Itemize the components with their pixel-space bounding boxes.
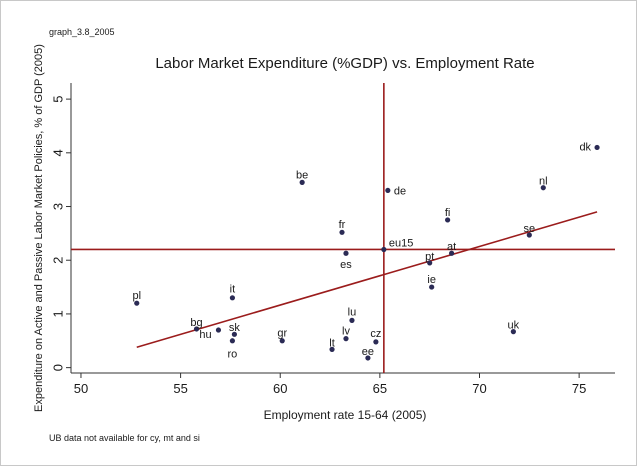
x-tick-label: 70 — [472, 381, 486, 396]
y-tick-label: 1 — [50, 310, 65, 317]
y-tick-label: 2 — [50, 257, 65, 264]
data-point-lu[interactable] — [349, 317, 355, 323]
point-label-ee: ee — [362, 346, 374, 358]
point-label-bg: bg — [190, 317, 202, 329]
point-label-fi: fi — [445, 207, 451, 219]
point-label-se: se — [524, 223, 536, 235]
data-point-at[interactable] — [449, 250, 455, 256]
point-label-de: de — [394, 185, 406, 197]
point-label-lt: lt — [329, 337, 335, 349]
data-point-sk[interactable] — [231, 331, 237, 337]
point-label-ie: ie — [427, 274, 436, 286]
data-point-nl[interactable] — [540, 185, 546, 191]
point-label-ro: ro — [228, 349, 238, 361]
data-point-bg[interactable] — [193, 326, 200, 332]
x-tick-label: 50 — [74, 381, 88, 396]
point-label-fr: fr — [339, 219, 346, 231]
fit-line — [136, 211, 598, 348]
data-point-gr[interactable] — [279, 338, 285, 344]
point-label-nl: nl — [539, 176, 548, 188]
data-point-ie[interactable] — [429, 284, 435, 290]
data-point-de[interactable] — [385, 187, 391, 194]
data-point-hu[interactable] — [215, 327, 222, 333]
x-tick-label: 65 — [373, 381, 387, 396]
y-tick-label: 0 — [50, 364, 65, 371]
data-point-fr[interactable] — [339, 229, 345, 235]
point-label-lu: lu — [348, 306, 357, 318]
point-label-es: es — [340, 259, 352, 271]
axes: 50 55 60 65 70 75 0 1 2 3 4 5 — [50, 83, 615, 396]
point-label-eu15: eu15 — [389, 237, 413, 249]
data-point-uk[interactable] — [510, 329, 516, 335]
y-tick-label: 4 — [50, 149, 65, 156]
point-label-dk: dk — [579, 141, 591, 153]
x-tick-label: 60 — [273, 381, 287, 396]
footnote: UB data not available for cy, mt and si — [49, 433, 200, 443]
point-label-gr: gr — [277, 328, 287, 340]
point-label-hu: hu — [199, 329, 211, 341]
data-point-cz[interactable] — [373, 339, 379, 345]
point-label-cz: cz — [370, 328, 381, 340]
point-label-it: it — [230, 284, 236, 296]
point-label-uk: uk — [508, 320, 520, 332]
point-label-be: be — [296, 169, 308, 181]
plot-area: dk nl se uk at fi ie pt de eu15 cz ee lu lv es fr lt be gr… — [71, 83, 615, 373]
data-point-ro[interactable] — [229, 338, 236, 344]
data-point-es[interactable] — [343, 250, 349, 256]
chart-title: Labor Market Expenditure (%GDP) vs. Empl… — [155, 55, 534, 72]
data-point-pl[interactable] — [134, 300, 140, 306]
point-label-lv: lv — [342, 326, 350, 338]
graph-id: graph_3.8_2005 — [49, 27, 115, 37]
y-axis-label: Expenditure on Active and Passive Labor … — [33, 44, 45, 412]
data-point-it[interactable] — [229, 295, 236, 301]
y-tick-label: 3 — [50, 203, 65, 210]
point-label-at: at — [447, 241, 456, 253]
data-point-be[interactable] — [299, 179, 305, 185]
data-point-lt[interactable] — [329, 346, 335, 352]
data-point-ee[interactable] — [365, 355, 371, 361]
data-point-lv[interactable] — [343, 336, 349, 342]
point-label-pt: pt — [425, 251, 434, 263]
point-label-sk: sk — [229, 322, 241, 334]
point-label-pl: pl — [132, 290, 141, 302]
y-tick-label: 5 — [50, 95, 65, 102]
data-point-eu15[interactable] — [381, 246, 387, 253]
x-tick-label: 55 — [173, 381, 187, 396]
data-point-dk[interactable] — [594, 144, 600, 151]
data-point-fi[interactable] — [445, 217, 451, 223]
data-point-pt[interactable] — [427, 260, 433, 266]
data-point-se[interactable] — [526, 232, 532, 238]
x-tick-label: 75 — [572, 381, 586, 396]
x-axis-label: Employment rate 15-64 (2005) — [264, 408, 427, 422]
